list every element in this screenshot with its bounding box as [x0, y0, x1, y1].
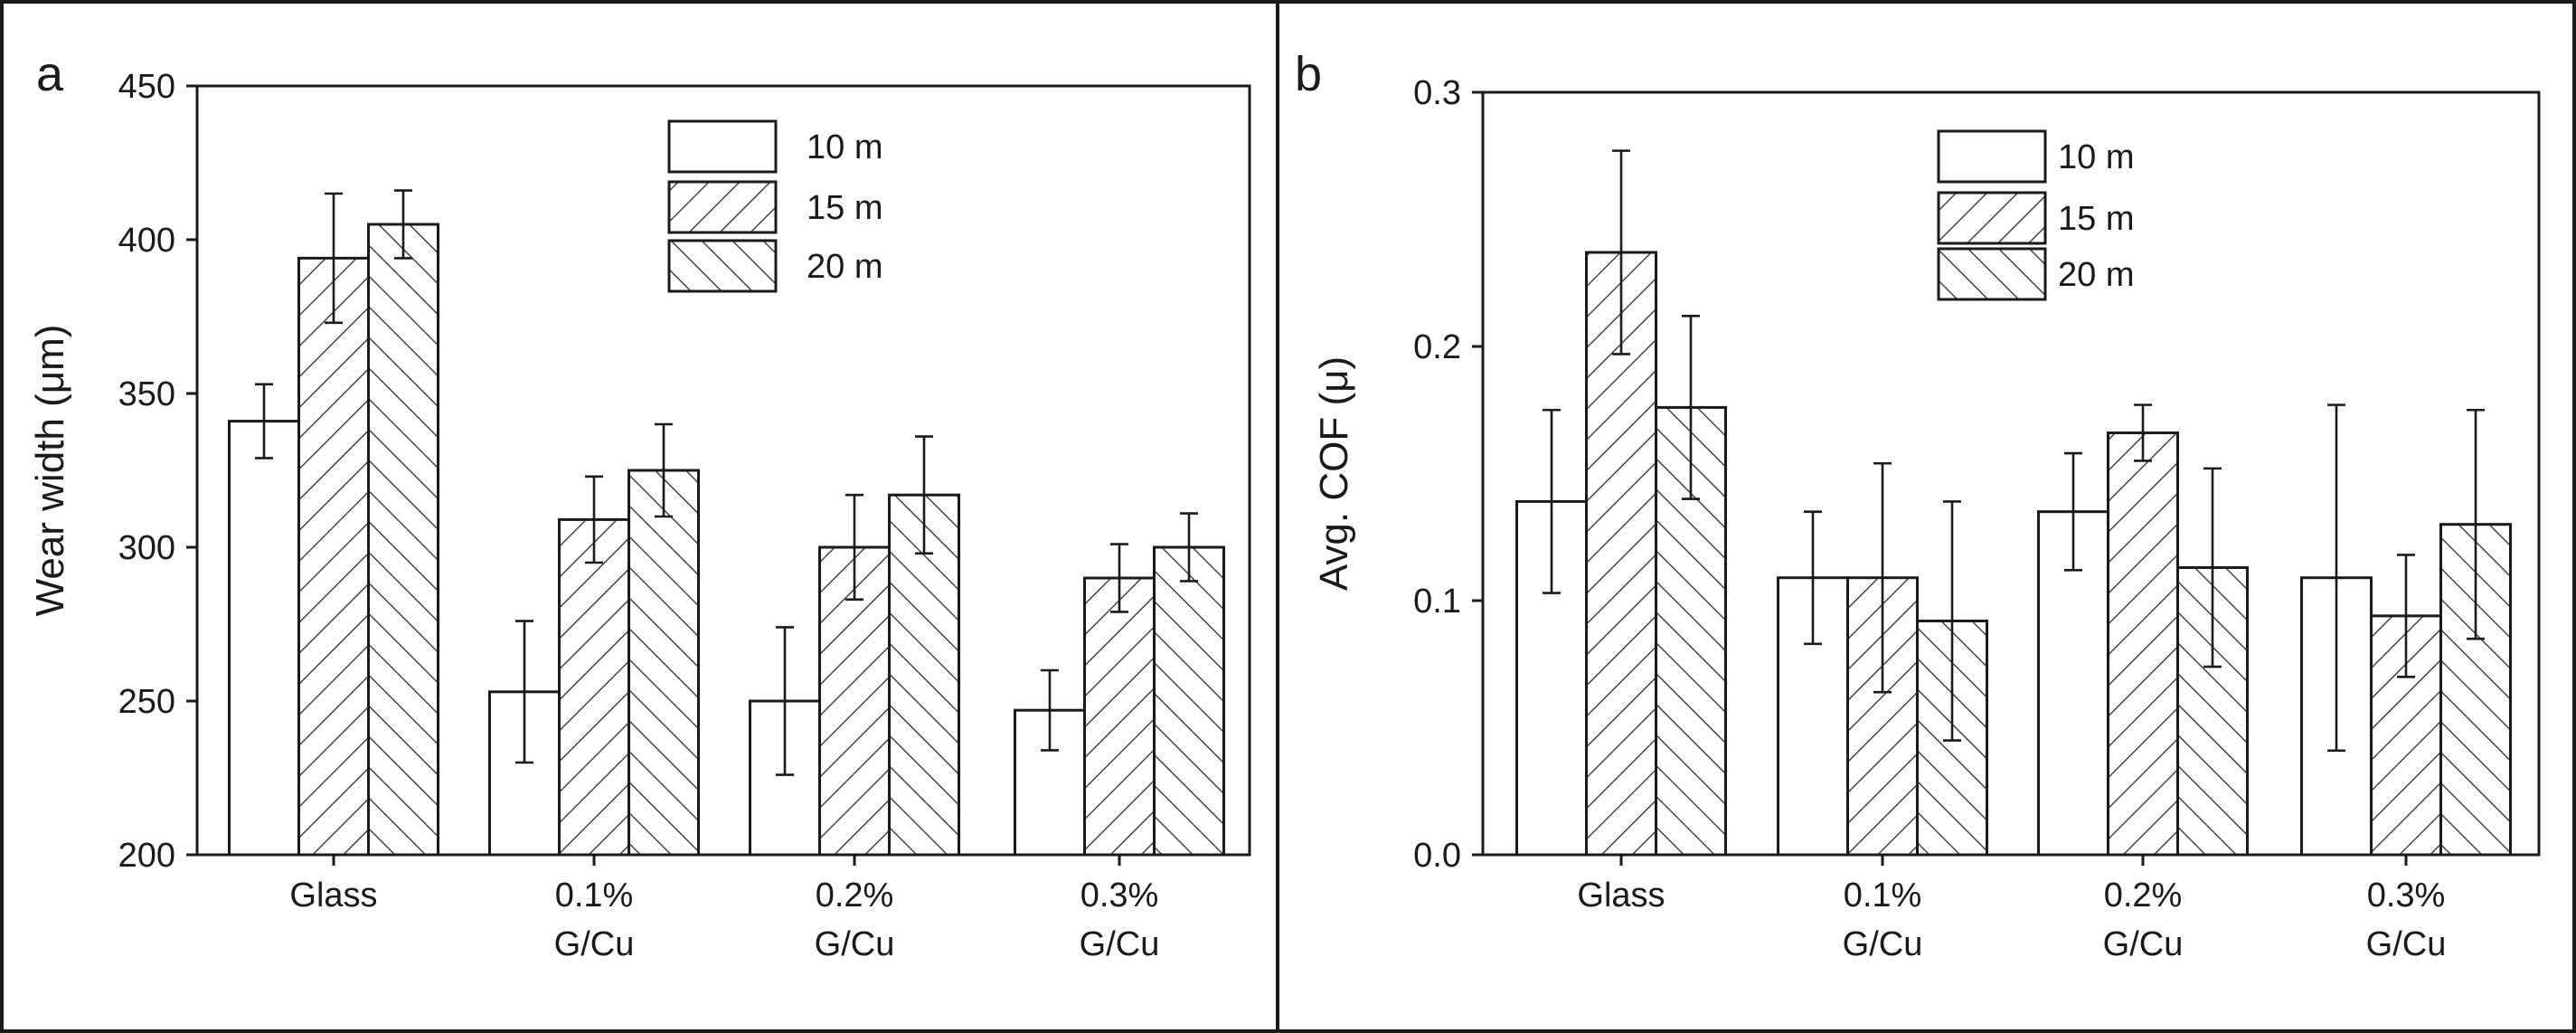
legend-swatch [1937, 191, 2047, 245]
legend-label: 20 m [807, 248, 882, 286]
x-category-label: 0.2% G/Cu [815, 877, 895, 963]
y-tick-label: 300 [118, 529, 175, 567]
error-bar [394, 189, 412, 260]
x-category-label: 0.1% G/Cu [554, 877, 635, 963]
bar [297, 256, 370, 857]
panel-b: b 0.0 0.1 0.2 0.3 Avg. COF (μ) Glass 0.1% G/Cu 0.… [1295, 47, 2541, 963]
error-bar [1180, 512, 1198, 583]
error-bar [585, 475, 603, 564]
x-category-label: 0.2% G/Cu [2103, 877, 2184, 963]
y-tick-label: 0.3 [1413, 74, 1461, 112]
bar [1153, 545, 1225, 857]
legend-label: 15 m [2058, 200, 2134, 238]
error-bar [2467, 408, 2485, 640]
error-bar [1804, 510, 1822, 646]
plot-frame [1481, 90, 2541, 857]
x-category-label: 0.1% G/Cu [1843, 877, 1923, 963]
y-axis-title: Wear width (μm) [28, 325, 72, 617]
bar [627, 469, 700, 857]
error-bar [325, 192, 343, 325]
bar [367, 223, 439, 857]
legend: 10 m 15 m 20 m [667, 119, 882, 293]
bar [228, 420, 300, 857]
x-category-label: 0.3% G/Cu [2366, 877, 2447, 963]
error-bar [2203, 467, 2222, 668]
error-bar [1041, 668, 1059, 752]
panel-letter: a [36, 47, 64, 101]
error-bar [1612, 149, 1630, 355]
error-bar [1682, 314, 1700, 500]
panel-a: a 200 250 300 350 400 450 Wear width (μm) Glass 0… [28, 47, 1251, 963]
error-bar [1873, 461, 1892, 694]
legend: 10 m 15 m 20 m [1937, 129, 2134, 301]
error-bar [655, 422, 673, 518]
bar [558, 517, 630, 857]
error-bar [1543, 408, 1561, 594]
y-tick-label: 0.0 [1413, 837, 1461, 875]
y-tick-label: 0.1 [1413, 583, 1461, 621]
bar [2107, 431, 2179, 857]
bar [888, 493, 960, 857]
error-bar [776, 626, 794, 776]
y-tick-label: 400 [118, 222, 175, 260]
error-bar [255, 383, 273, 460]
legend-swatch [667, 119, 778, 174]
y-tick-label: 450 [118, 68, 175, 106]
y-tick-label: 0.2 [1413, 328, 1461, 366]
legend-label: 20 m [2058, 256, 2134, 294]
bar [1083, 576, 1156, 857]
panel-letter: b [1295, 47, 1322, 101]
error-bar [2134, 403, 2152, 462]
legend-label: 10 m [807, 128, 882, 166]
legend-swatch [667, 180, 778, 234]
legend-swatch [667, 239, 778, 293]
error-bar [915, 435, 933, 555]
error-bar [515, 620, 533, 764]
legend-label: 15 m [807, 189, 882, 227]
y-tick-label: 200 [118, 837, 175, 875]
y-tick-label: 350 [118, 375, 175, 413]
y-axis-title: Avg. COF (μ) [1312, 356, 1356, 591]
error-bar [2327, 403, 2345, 753]
x-category-label: Glass [289, 877, 377, 915]
x-category-label: Glass [1577, 877, 1665, 915]
legend-swatch [1937, 247, 2047, 301]
error-bar [1110, 543, 1128, 613]
error-bar [2064, 451, 2082, 572]
error-bar [845, 493, 863, 602]
error-bar [1943, 500, 1961, 742]
legend-label: 10 m [2058, 138, 2134, 176]
x-category-label: 0.3% G/Cu [1080, 877, 1160, 963]
legend-swatch [1937, 129, 2047, 184]
error-bar [2397, 554, 2415, 678]
y-tick-label: 250 [118, 683, 175, 721]
plot-frame [195, 84, 1251, 857]
